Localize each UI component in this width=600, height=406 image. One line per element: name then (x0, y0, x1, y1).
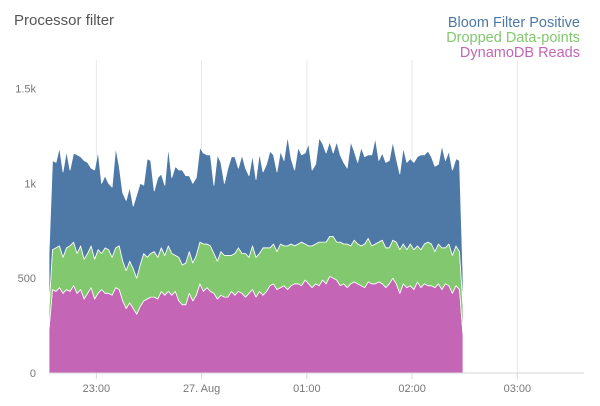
chart-title: Processor filter (14, 12, 115, 29)
y-axis: 0 500 1k 1.5k (15, 83, 36, 380)
series-area-bloom-filter-positive[interactable] (48, 135, 464, 309)
y-tick-label-0: 0 (30, 368, 36, 380)
legend: Bloom Filter Positive Dropped Data-points… (446, 16, 580, 61)
x-tick-label-4: 03:00 (504, 383, 532, 395)
y-tick-label-2: 1k (24, 178, 36, 190)
legend-item-dropped-data-points[interactable]: Dropped Data-points (446, 30, 580, 46)
y-tick-label-1: 500 (18, 273, 36, 285)
x-axis: 23:00 27. Aug 01:00 02:00 03:00 (83, 373, 532, 395)
y-tick-label-3: 1.5k (15, 83, 36, 95)
x-tick-label-3: 02:00 (398, 383, 426, 395)
x-tick-label-0: 23:00 (83, 383, 111, 395)
x-tick-label-2: 01:00 (293, 383, 321, 395)
x-tick-label-1: 27. Aug (183, 383, 220, 395)
legend-item-dynamodb-reads[interactable]: DynamoDB Reads (459, 45, 580, 61)
area-layer (48, 135, 464, 374)
legend-item-bloom-filter-positive[interactable]: Bloom Filter Positive (447, 15, 580, 31)
